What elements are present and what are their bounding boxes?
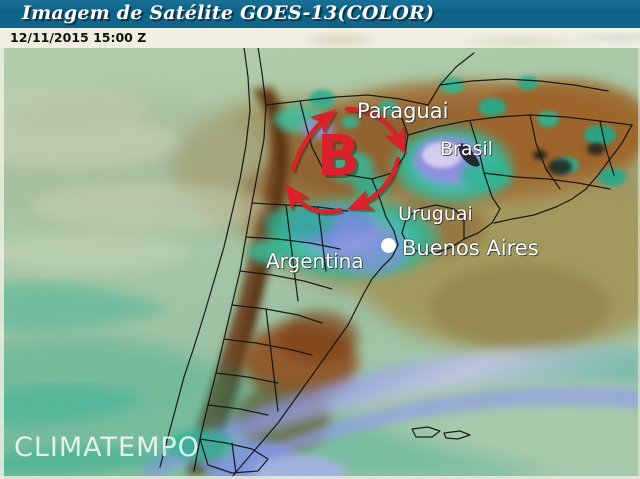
map-label-buenos-aires: Buenos Aires <box>402 236 539 260</box>
map-label-uruguai: Uruguai <box>398 203 473 225</box>
page-title: Imagem de Satélite GOES-13(COLOR) <box>22 2 435 24</box>
map-label-brasil: Brasil <box>440 138 493 160</box>
map-label-paraguai: Paraguai <box>357 99 449 123</box>
low-pressure-symbol: B <box>317 124 360 189</box>
arrow-inflow-se <box>347 156 401 211</box>
city-marker-buenos-aires <box>381 238 396 253</box>
frame-edge-left <box>0 47 4 479</box>
climatempo-watermark: CLIMATEMPO <box>14 432 200 463</box>
arrow-outflow-ne <box>344 106 405 154</box>
timestamp-text: 12/11/2015 15:00 Z <box>10 30 147 45</box>
frame-edge-right <box>638 47 640 479</box>
arrow-outflow-sw <box>284 183 343 214</box>
title-bar-gradient <box>0 0 640 13</box>
arrow-inflow-nw <box>290 109 337 172</box>
frame-edge-bottom <box>0 476 640 479</box>
satellite-map: B Paraguai Brasil Uruguai Argentina Buen… <box>0 47 640 479</box>
timestamp-strip-texture <box>220 28 640 48</box>
map-label-argentina: Argentina <box>266 249 364 273</box>
arrow-group <box>284 106 405 214</box>
cyclonic-circulation-arrows <box>284 106 405 214</box>
timestamp-strip: 12/11/2015 15:00 Z <box>0 28 640 48</box>
title-bar: Imagem de Satélite GOES-13(COLOR) <box>0 0 640 28</box>
